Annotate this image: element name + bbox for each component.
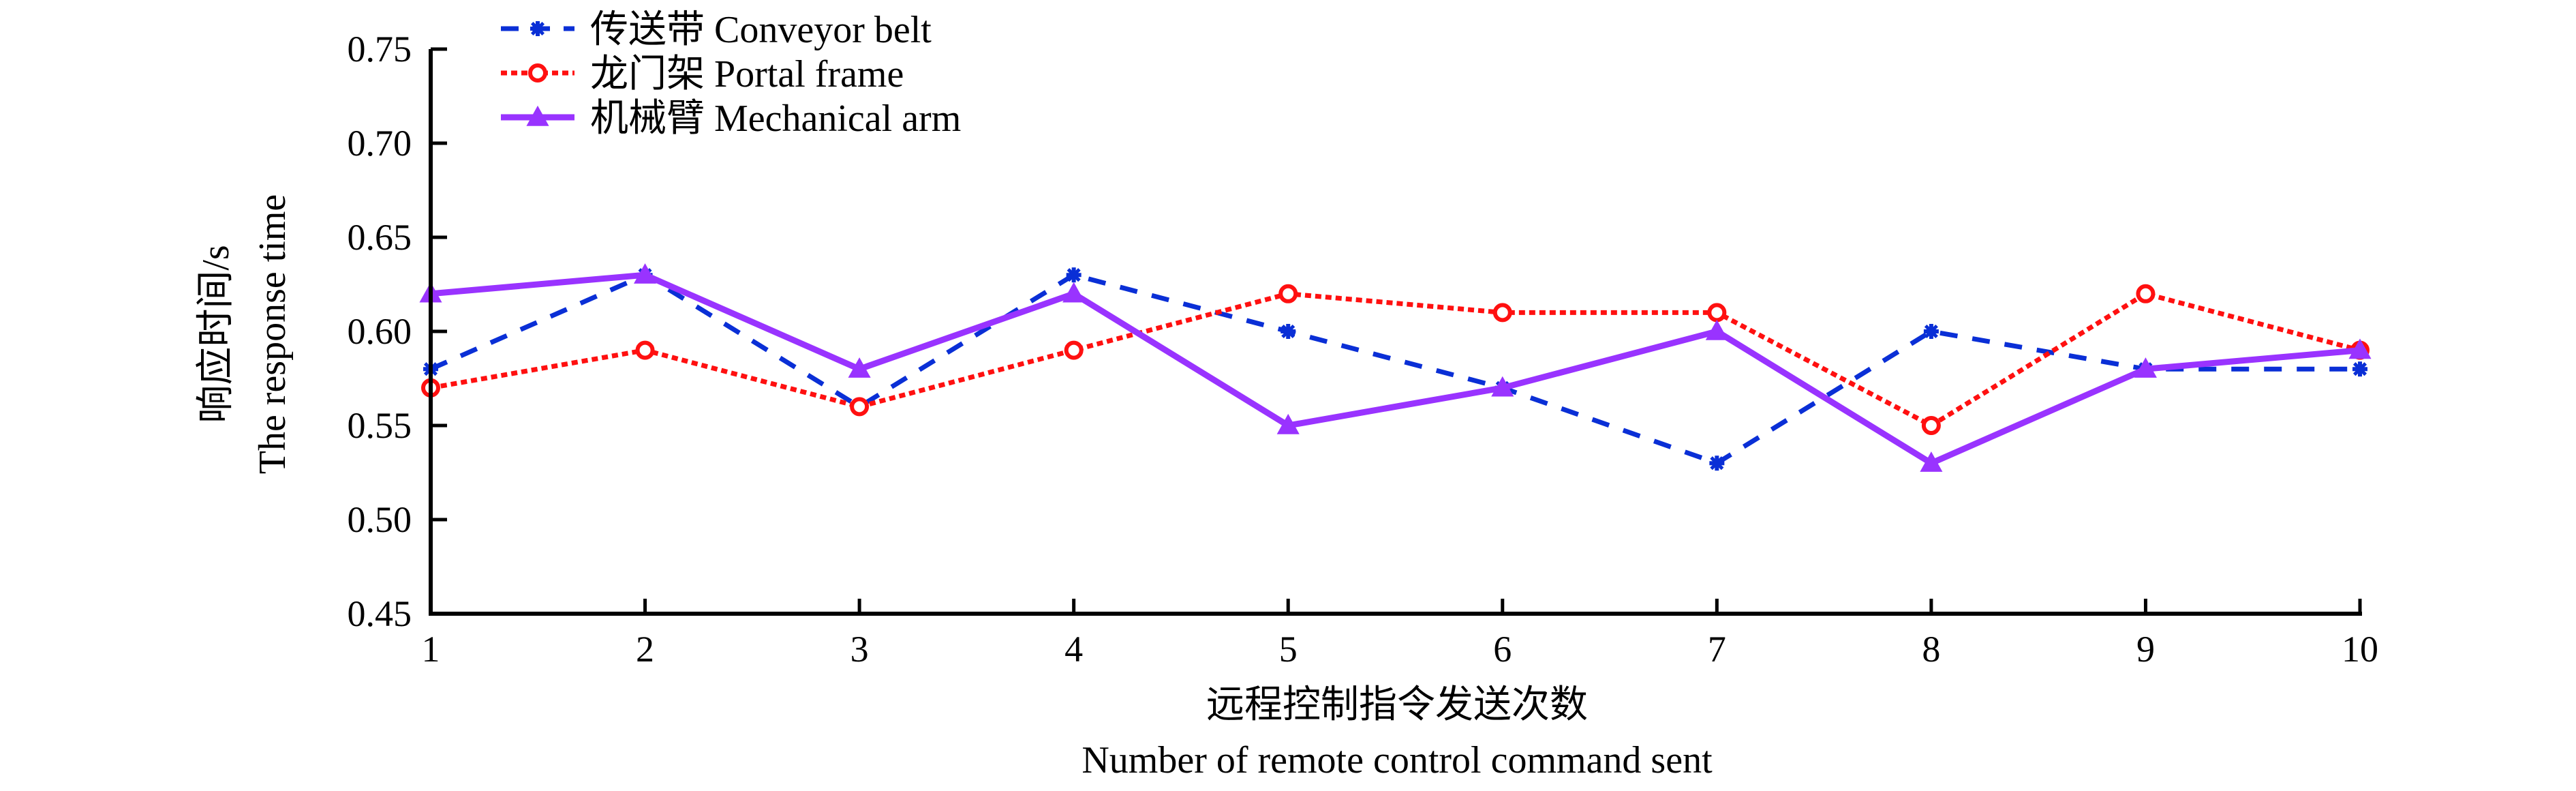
series-line — [430, 271, 2361, 466]
x-tick-label: 7 — [1708, 629, 1726, 670]
data-point-marker — [1276, 413, 1300, 434]
data-point-marker — [1492, 303, 1512, 323]
x-tick-label: 1 — [422, 629, 440, 670]
y-tick-label: 0.65 — [348, 217, 412, 258]
x-tick-label: 2 — [636, 629, 654, 670]
data-point-marker — [2348, 338, 2372, 359]
data-point-marker — [635, 340, 655, 360]
x-tick-label: 9 — [2136, 629, 2155, 670]
x-tick-label: 4 — [1064, 629, 1083, 670]
data-point-marker — [1920, 451, 1943, 472]
y-tick-label: 0.60 — [348, 311, 412, 352]
data-point-marker — [1281, 324, 1296, 339]
legend-label: 机械臂 Mechanical arm — [590, 98, 961, 140]
data-point-marker — [1062, 282, 1086, 303]
x-ticks: 1 2 3 4 5 6 7 8 9 10 — [422, 599, 2378, 670]
data-point-marker — [1707, 303, 1727, 323]
data-point-marker — [1923, 324, 1939, 339]
data-point-marker — [2136, 284, 2156, 303]
data-point-marker — [1491, 376, 1514, 397]
y-axis-title-cn: 响应时间/s — [195, 245, 237, 423]
data-point-marker — [2352, 361, 2367, 377]
x-axis-title-cn: 远程控制指令发送次数 — [1206, 684, 1588, 726]
x-tick-label: 5 — [1279, 629, 1298, 670]
y-ticks: 0.45 0.50 0.55 0.60 0.65 0.70 0.75 — [348, 29, 447, 634]
x-tick-label: 6 — [1493, 629, 1512, 670]
data-point-marker — [1705, 319, 1728, 340]
data-point-marker — [1064, 340, 1084, 360]
series-layer — [419, 263, 2372, 472]
data-point-marker — [2134, 357, 2157, 378]
y-tick-label: 0.45 — [348, 593, 412, 634]
y-tick-label: 0.55 — [348, 405, 412, 446]
series-line — [430, 291, 2361, 428]
legend-item: 机械臂 Mechanical arm — [501, 98, 961, 140]
legend-marker — [526, 105, 549, 126]
data-point-marker — [634, 263, 657, 284]
y-tick-label: 0.50 — [348, 499, 412, 540]
data-point-marker — [1921, 416, 1941, 435]
legend-item: 龙门架 Portal frame — [501, 53, 904, 95]
y-tick-label: 0.70 — [348, 123, 412, 164]
data-point-marker — [1278, 284, 1298, 303]
x-axis-title-en: Number of remote control command sent — [1082, 739, 1713, 781]
y-tick-label: 0.75 — [348, 29, 412, 70]
legend-label: 龙门架 Portal frame — [590, 53, 904, 95]
x-tick-label: 10 — [2342, 629, 2378, 670]
data-point-marker — [1709, 456, 1725, 471]
legend-label: 传送带 Conveyor belt — [590, 9, 932, 51]
x-tick-label: 3 — [850, 629, 869, 670]
legend-item: 传送带 Conveyor belt — [501, 9, 932, 51]
y-axis-title-en: The response time — [251, 194, 294, 475]
legend-marker — [528, 63, 547, 83]
x-tick-label: 8 — [1922, 629, 1940, 670]
series-line — [429, 272, 2360, 466]
data-point-marker — [848, 357, 871, 378]
data-point-marker — [1066, 267, 1082, 283]
legend-marker — [530, 21, 545, 36]
data-point-marker — [850, 397, 870, 417]
